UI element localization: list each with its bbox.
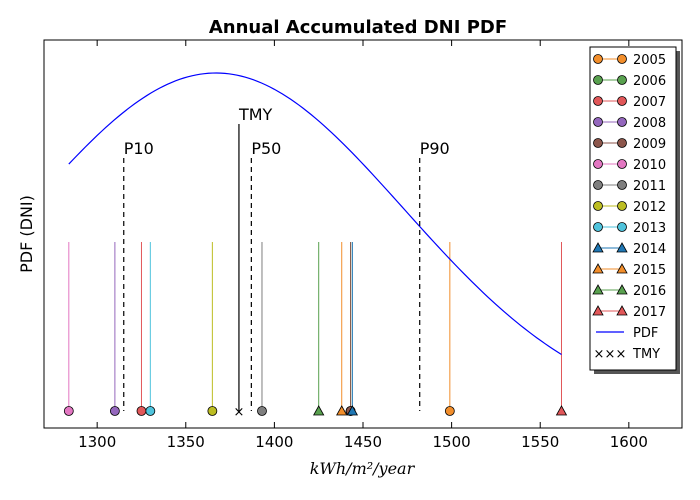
percentile-label-p90: P90 xyxy=(420,139,450,158)
legend-label-2005: 2005 xyxy=(633,53,666,68)
legend-label-pdf: PDF xyxy=(633,326,658,341)
legend-marker-a-2015 xyxy=(592,263,604,274)
tmy-label: TMY xyxy=(238,105,273,124)
x-tick-label-1600: 1600 xyxy=(610,433,648,451)
legend-marker-a-2012 xyxy=(593,201,603,211)
legend-marker-b-2005 xyxy=(617,54,627,64)
legend-marker-b-2012 xyxy=(617,201,627,211)
marker-2010 xyxy=(63,406,74,416)
legend-label-2009: 2009 xyxy=(633,137,666,152)
pdf-curve xyxy=(68,72,562,355)
x-axis-ticks: 1300 1350 1400 1450 1500 1550 1600 xyxy=(78,40,648,451)
legend-marker-b-2016 xyxy=(616,284,628,295)
marker-2015 xyxy=(336,405,348,416)
marker-2011 xyxy=(257,406,267,416)
marker-2017 xyxy=(555,405,568,416)
legend-label-2015: 2015 xyxy=(633,263,666,278)
legend-label-2011: 2011 xyxy=(633,179,666,194)
x-tick-label-1350: 1350 xyxy=(167,433,205,451)
legend: 2005 2006 2007 2008 2009 2010 2011 2012 2013 2014… xyxy=(589,46,680,374)
legend-marker-a-2009 xyxy=(593,138,603,148)
legend-marker-b-2010 xyxy=(617,159,627,169)
legend-marker-b-2011 xyxy=(617,180,627,190)
legend-marker-a-2010 xyxy=(593,159,603,169)
legend-label-2007: 2007 xyxy=(633,95,666,110)
x-tick-label-1450: 1450 xyxy=(344,433,382,451)
legend-marker-b-2015 xyxy=(616,263,628,274)
legend-marker-b-2013 xyxy=(617,222,627,232)
tmy-marker: × xyxy=(233,405,244,420)
legend-label-2016: 2016 xyxy=(633,284,666,299)
marker-2014 xyxy=(346,405,359,416)
marker-2005 xyxy=(444,406,455,416)
marker-2013 xyxy=(145,406,156,416)
legend-marker-b-2009 xyxy=(617,138,627,148)
legend-marker-a-2007 xyxy=(593,96,603,106)
legend-marker-a-2011 xyxy=(593,180,603,190)
x-tick-label-1300: 1300 xyxy=(78,433,116,451)
legend-label-2010: 2010 xyxy=(633,158,666,173)
marker-2016 xyxy=(313,405,325,416)
legend-marker-b-2006 xyxy=(617,75,627,85)
legend-marker-a-2016 xyxy=(592,284,604,295)
x-tick-label-1400: 1400 xyxy=(255,433,293,451)
x-axis-label: kWh/m²/year xyxy=(310,459,416,478)
percentile-label-p50: P50 xyxy=(251,139,281,158)
legend-marker-a-2013 xyxy=(593,222,603,232)
legend-label-2014: 2014 xyxy=(633,242,666,257)
percentile-label-p10: P10 xyxy=(124,139,154,158)
legend-marker-a-2006 xyxy=(593,75,603,85)
legend-label-2006: 2006 xyxy=(633,74,666,89)
legend-marker-tmy-b: × xyxy=(605,347,616,362)
legend-label-tmy: TMY xyxy=(632,347,660,362)
legend-marker-b-2008 xyxy=(617,117,627,127)
legend-marker-tmy-a: × xyxy=(594,347,605,362)
x-tick-label-1550: 1550 xyxy=(521,433,559,451)
chart-title: Annual Accumulated DNI PDF xyxy=(209,17,507,38)
legend-label-2012: 2012 xyxy=(633,200,666,215)
legend-label-2017: 2017 xyxy=(633,305,666,320)
marker-2012 xyxy=(207,406,218,416)
legend-marker-a-2017 xyxy=(592,305,604,316)
legend-marker-a-2008 xyxy=(593,117,603,127)
legend-marker-b-2007 xyxy=(617,96,627,106)
legend-marker-b-2017 xyxy=(616,305,628,316)
legend-marker-tmy-c: × xyxy=(616,347,627,362)
legend-marker-a-2005 xyxy=(593,54,603,64)
plot-area: × TMY P10 P50 P90 xyxy=(63,72,568,420)
marker-2008 xyxy=(109,406,120,416)
legend-marker-b-2014 xyxy=(616,242,628,253)
legend-marker-a-2014 xyxy=(592,242,604,253)
legend-label-2008: 2008 xyxy=(633,116,666,131)
legend-label-2013: 2013 xyxy=(633,221,666,236)
marker-2007 xyxy=(136,406,147,416)
plot-frame xyxy=(43,39,683,429)
x-tick-label-1500: 1500 xyxy=(433,433,471,451)
y-axis-label: PDF (DNI) xyxy=(17,195,36,273)
